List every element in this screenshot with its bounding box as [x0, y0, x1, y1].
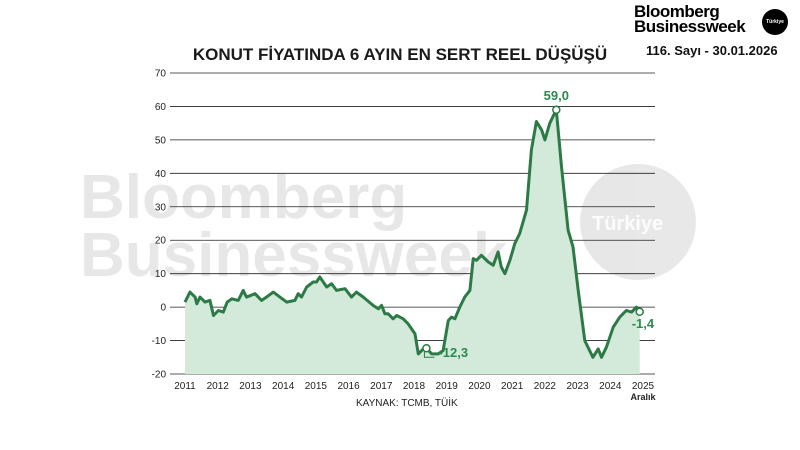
annotation-marker — [422, 343, 431, 353]
issue-info: 116. Sayı - 30.01.2026 — [646, 43, 778, 58]
x-tick-label: 2019 — [436, 381, 459, 392]
x-tick-label: 2022 — [534, 381, 557, 392]
brand-line1: Bloomberg — [634, 2, 720, 21]
y-tick-label: 20 — [155, 236, 167, 247]
watermark-badge: Türkiye — [592, 213, 663, 235]
x-tick-label: 2014 — [272, 381, 295, 392]
x-tick-label: 2011 — [174, 381, 196, 392]
annotation-label: 59,0 — [544, 88, 569, 103]
y-tick-label: 30 — [155, 202, 167, 213]
watermark-line1: Bloomberg — [80, 163, 407, 232]
x-tick-label: 2013 — [239, 381, 262, 392]
y-tick-label: 50 — [155, 135, 167, 146]
x-tick-label: 2020 — [468, 381, 491, 392]
annotation-marker — [635, 307, 644, 317]
annotation-label: -1,4 — [632, 316, 655, 331]
y-tick-label: 70 — [155, 69, 167, 80]
x-tick-label: 2023 — [566, 381, 589, 392]
annotation-label: -12,3 — [438, 345, 468, 360]
y-tick-label: 0 — [160, 303, 166, 314]
watermark-circle — [580, 164, 696, 280]
x-tick-label: 2021 — [501, 381, 524, 392]
y-tick-label: 10 — [155, 269, 167, 280]
watermark: Bloomberg Businessweek — [80, 163, 696, 290]
y-tick-label: -20 — [152, 370, 167, 381]
area-fill — [185, 109, 640, 375]
x-tick-label: 2012 — [207, 381, 230, 392]
brand-line2: Businessweek — [634, 17, 746, 36]
x-tick-sublabel: Aralık — [630, 392, 656, 402]
x-tick-label: 2015 — [305, 381, 328, 392]
x-tick-label: 2024 — [599, 381, 622, 392]
x-tick-label: 2025 — [632, 381, 655, 392]
x-tick-label: 2016 — [337, 381, 360, 392]
y-tick-label: 40 — [155, 169, 167, 180]
annotation-marker — [552, 105, 561, 115]
brand-badge: Türkiye — [762, 9, 788, 35]
chart-title: KONUT FİYATINDA 6 AYIN EN SERT REEL DÜŞÜ… — [192, 45, 608, 64]
x-tick-label: 2017 — [370, 381, 393, 392]
brand-logo: Bloomberg Businessweek — [634, 2, 746, 36]
annotation-leader — [423, 351, 435, 358]
series-line — [183, 108, 641, 359]
watermark-line2: Businessweek — [80, 221, 508, 290]
source-note: KAYNAK: TCMB, TÜİK — [356, 398, 458, 409]
x-tick-label: 2018 — [403, 381, 426, 392]
y-tick-label: 60 — [155, 102, 167, 113]
y-tick-label: -10 — [152, 336, 167, 347]
